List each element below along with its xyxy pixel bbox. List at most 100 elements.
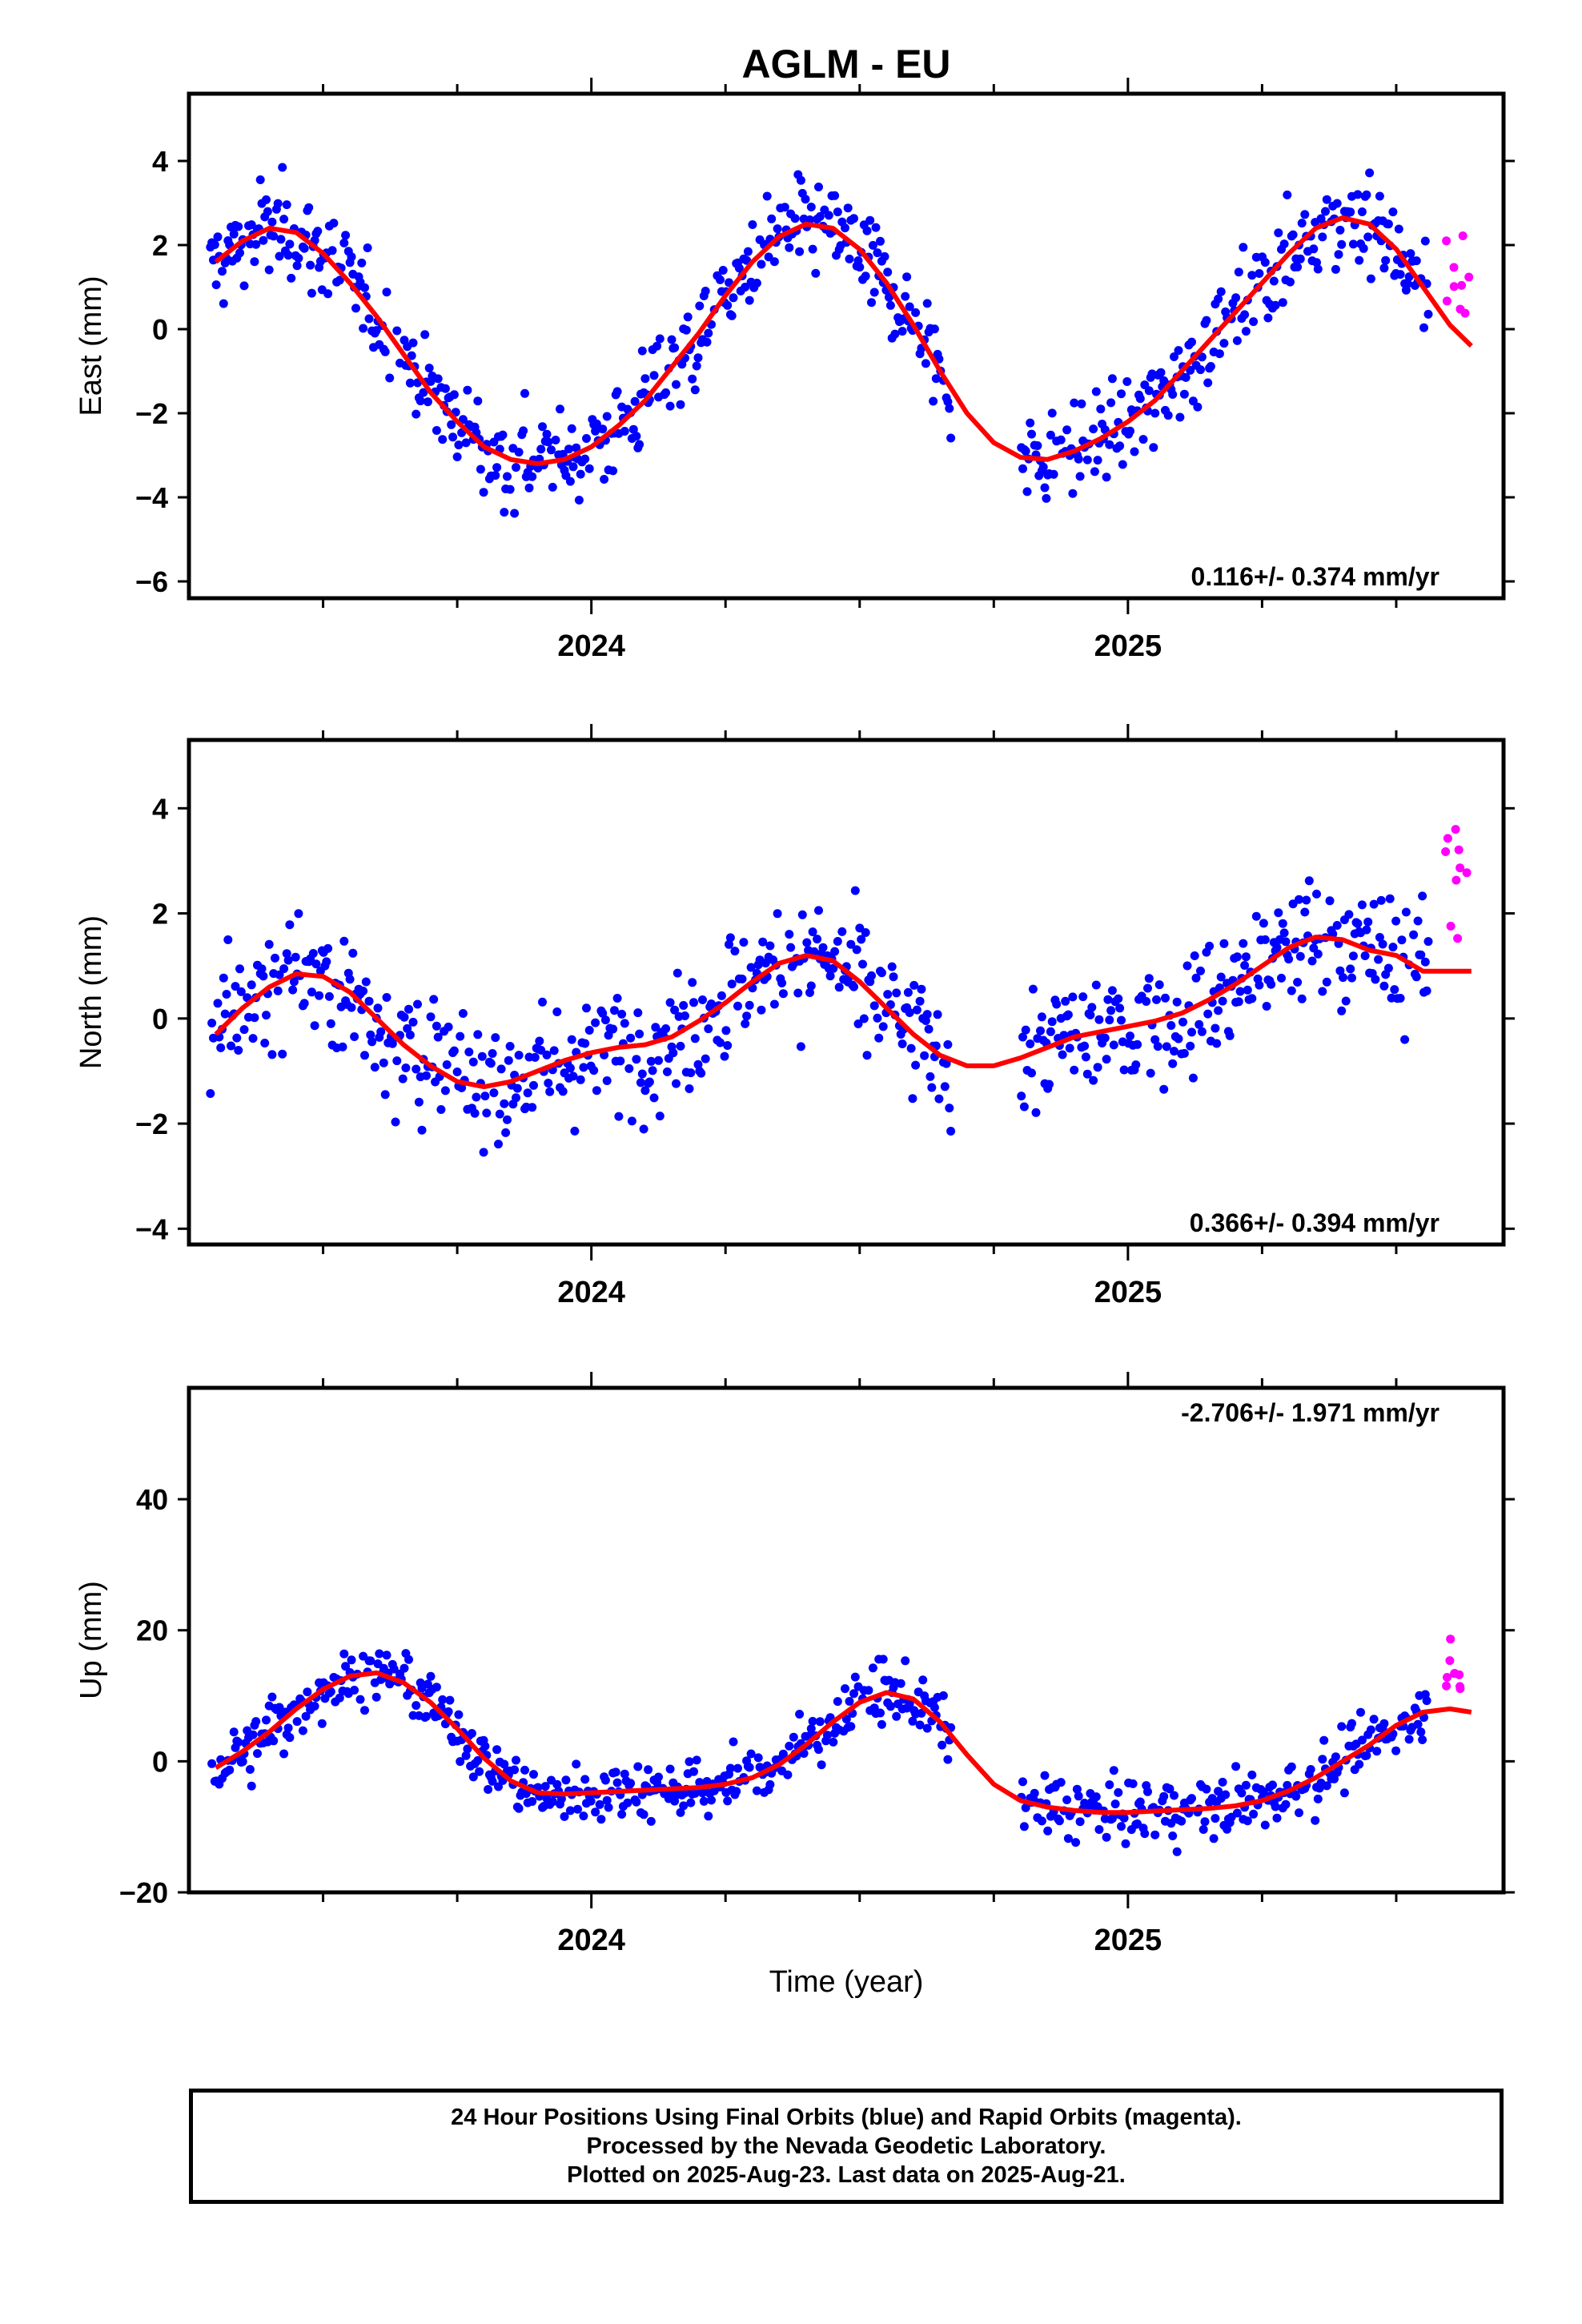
data-point: [382, 993, 391, 1002]
data-point: [725, 1763, 735, 1773]
data-point: [1179, 1048, 1189, 1058]
caption-line-3: Plotted on 2025-Aug-23. Last data on 202…: [567, 2162, 1126, 2188]
data-point: [370, 1063, 379, 1072]
data-point: [576, 1075, 585, 1084]
data-point: [1269, 276, 1279, 286]
data-point: [1371, 975, 1380, 984]
data-point: [248, 1034, 258, 1043]
data-point: [1295, 895, 1303, 904]
data-point: [676, 1041, 685, 1051]
data-point: [1175, 412, 1185, 422]
data-point: [793, 988, 803, 998]
rapid-point: [1456, 1682, 1464, 1691]
data-point: [1105, 1015, 1114, 1025]
data-point: [306, 260, 315, 270]
data-point: [1214, 294, 1223, 304]
data-point: [943, 1755, 953, 1764]
data-point: [1149, 443, 1158, 452]
data-point: [572, 1759, 581, 1769]
data-point: [1126, 426, 1134, 436]
data-point: [1353, 190, 1363, 199]
data-point: [264, 265, 274, 275]
data-point: [408, 338, 418, 348]
data-point: [1211, 1023, 1220, 1033]
data-point: [667, 335, 677, 344]
data-point: [1302, 895, 1311, 905]
data-point: [1369, 1715, 1379, 1724]
data-point: [797, 910, 807, 919]
data-point: [1376, 895, 1386, 905]
data-point: [745, 1763, 754, 1772]
data-point: [1355, 1759, 1364, 1769]
data-point: [864, 1686, 873, 1695]
data-point: [454, 440, 464, 450]
data-point: [580, 454, 590, 464]
data-point: [1279, 239, 1289, 249]
data-point: [413, 999, 422, 1009]
data-point: [1281, 937, 1291, 947]
data-point: [626, 1033, 636, 1043]
data-point: [723, 300, 733, 310]
data-point: [1239, 243, 1248, 252]
data-point: [1142, 997, 1151, 1006]
data-point: [905, 302, 914, 312]
data-point: [283, 1723, 293, 1733]
data-point: [758, 937, 768, 947]
data-point: [640, 374, 650, 384]
data-point: [1195, 1019, 1204, 1029]
data-point: [1279, 928, 1289, 938]
data-point: [523, 1088, 532, 1098]
data-point: [1385, 894, 1395, 903]
data-point: [1117, 1015, 1126, 1025]
data-point: [612, 387, 622, 396]
data-point: [301, 1711, 311, 1721]
data-point: [512, 463, 520, 472]
data-point: [1046, 1027, 1055, 1036]
data-point: [1159, 1084, 1169, 1094]
data-point: [627, 1116, 636, 1126]
data-point: [1397, 935, 1407, 945]
data-point: [591, 426, 600, 436]
data-point: [1177, 1816, 1186, 1826]
north-plot-frame: [187, 738, 1506, 1247]
data-point: [1240, 310, 1250, 320]
caption-line-2: Processed by the Nevada Geodetic Laborat…: [586, 2133, 1106, 2159]
data-point: [579, 1063, 588, 1072]
data-point: [552, 1007, 562, 1016]
data-point: [689, 998, 698, 1007]
data-point: [849, 982, 858, 991]
data-point: [464, 1047, 474, 1057]
data-point: [649, 1093, 659, 1103]
data-point: [239, 281, 249, 291]
data-point: [463, 385, 472, 395]
data-point: [748, 220, 757, 229]
data-point: [1209, 1834, 1219, 1844]
data-point: [1332, 199, 1342, 208]
caption-box: 24 Hour Positions Using Final Orbits (bl…: [189, 2089, 1504, 2204]
data-point: [299, 243, 309, 253]
data-point: [1322, 1781, 1331, 1791]
rapid-point: [1441, 847, 1451, 856]
data-point: [262, 1715, 271, 1725]
data-point: [1174, 1034, 1183, 1043]
data-point: [514, 448, 524, 457]
data-point: [943, 397, 953, 407]
data-point: [823, 1731, 832, 1740]
data-point: [1337, 239, 1347, 249]
data-point: [808, 1716, 817, 1726]
data-point: [624, 1063, 634, 1073]
data-point: [1219, 939, 1229, 948]
data-point: [834, 983, 844, 992]
data-point: [538, 997, 547, 1007]
data-point: [620, 1019, 629, 1028]
data-point: [1283, 190, 1292, 199]
data-point: [536, 444, 546, 454]
data-point: [207, 1759, 217, 1768]
data-point: [267, 217, 277, 227]
rapid-point: [1443, 1673, 1452, 1682]
data-point: [452, 452, 462, 461]
data-point: [432, 1021, 441, 1031]
data-point: [853, 1019, 863, 1028]
data-point: [858, 959, 867, 969]
data-point: [672, 1079, 681, 1088]
